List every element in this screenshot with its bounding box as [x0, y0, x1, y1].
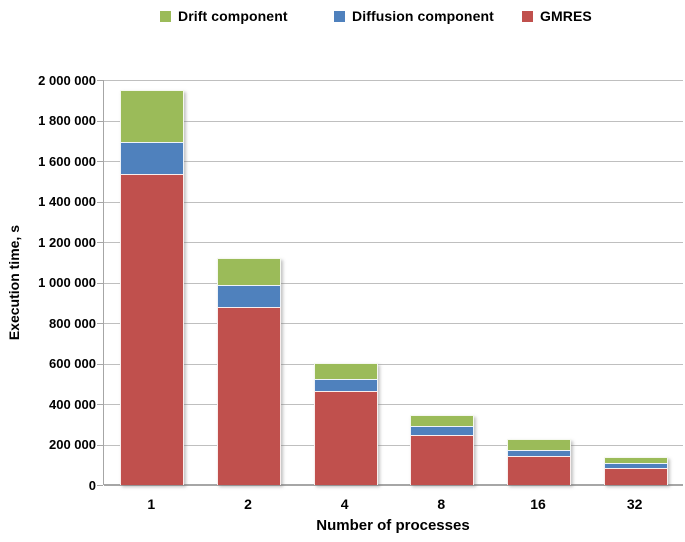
bar-column-4 — [313, 362, 378, 485]
gridline — [104, 120, 683, 122]
bar-segment-gmres-1 — [120, 174, 185, 485]
xtick-label-4: 4 — [340, 496, 349, 512]
bar-segment-diffusion-component-16 — [507, 449, 571, 457]
ytick-mark — [97, 485, 103, 486]
xtick-label-16: 16 — [530, 496, 546, 512]
ytick-mark — [97, 201, 103, 203]
bar-segment-drift-component-32 — [603, 457, 668, 464]
bar-segment-drift-component-4 — [313, 362, 378, 379]
bar-segment-gmres-4 — [313, 390, 378, 485]
bar-segment-drift-component-1 — [120, 90, 185, 142]
ytick-label: 1 800 000 — [38, 113, 96, 128]
ytick-mark — [97, 120, 103, 122]
bar-segment-drift-component-2 — [217, 258, 281, 285]
bar-column-1 — [120, 90, 185, 485]
xtick-label-1: 1 — [147, 496, 156, 512]
x-axis-line — [104, 484, 683, 486]
ytick-mark — [97, 444, 103, 446]
gridline — [104, 404, 683, 405]
bar-segment-drift-component-8 — [410, 415, 475, 426]
ytick-label: 1 600 000 — [38, 153, 96, 169]
xtick-label-32: 32 — [626, 496, 643, 512]
legend-label-drift: Drift component — [178, 8, 288, 24]
gridline — [104, 161, 683, 162]
x-axis-title: Number of processes — [316, 517, 470, 534]
ytick-label: 800 000 — [49, 315, 96, 331]
gridline — [104, 201, 683, 203]
bar-segment-gmres-16 — [507, 456, 571, 485]
ytick-label: 1 400 000 — [38, 194, 96, 209]
legend-marker-gmres-icon — [522, 10, 533, 22]
ytick-mark — [97, 161, 103, 162]
legend-item-diffusion: Diffusion component — [334, 8, 494, 24]
bar-segment-gmres-8 — [410, 434, 475, 485]
ytick-mark — [97, 323, 103, 324]
ytick-label: 400 000 — [49, 396, 96, 412]
bar-segment-diffusion-component-1 — [120, 141, 185, 175]
legend-marker-diffusion-icon — [334, 10, 345, 22]
ytick-mark — [97, 282, 103, 284]
bar-segment-diffusion-component-32 — [603, 463, 668, 468]
bar-segment-diffusion-component-4 — [313, 378, 378, 391]
bar-segment-drift-component-16 — [507, 439, 571, 450]
gridline — [104, 80, 683, 81]
legend-marker-drift-icon — [160, 10, 171, 22]
bar-column-8 — [410, 415, 475, 485]
bar-segment-diffusion-component-8 — [410, 425, 475, 435]
legend-item-drift: Drift component — [160, 8, 288, 24]
gridline — [104, 444, 683, 446]
gridline — [104, 323, 683, 324]
bar-segment-gmres-32 — [603, 467, 668, 485]
legend-item-gmres: GMRES — [522, 8, 592, 24]
gridline — [104, 363, 683, 365]
ytick-label: 1 000 000 — [38, 275, 96, 290]
bar-segment-gmres-2 — [217, 306, 281, 485]
gridline — [104, 242, 683, 243]
ytick-label: 200 000 — [49, 437, 96, 452]
ytick-mark — [97, 242, 103, 243]
ytick-label: 1 200 000 — [38, 234, 96, 250]
legend-label-diffusion: Diffusion component — [352, 8, 494, 24]
legend-label-gmres: GMRES — [540, 8, 592, 24]
ytick-mark — [97, 363, 103, 365]
plot-area — [103, 80, 683, 486]
bar-column-16 — [507, 439, 571, 485]
ytick-label: 0 — [88, 477, 96, 493]
ytick-label: 2 000 000 — [38, 72, 96, 88]
ytick-mark — [97, 80, 103, 81]
xtick-label-2: 2 — [244, 496, 252, 512]
ytick-mark — [97, 404, 103, 405]
bar-column-32 — [603, 457, 668, 485]
ytick-label: 600 000 — [49, 356, 96, 371]
bar-column-2 — [217, 258, 281, 485]
bar-segment-diffusion-component-2 — [217, 284, 281, 307]
xtick-label-8: 8 — [437, 496, 446, 512]
gridline — [104, 282, 683, 284]
